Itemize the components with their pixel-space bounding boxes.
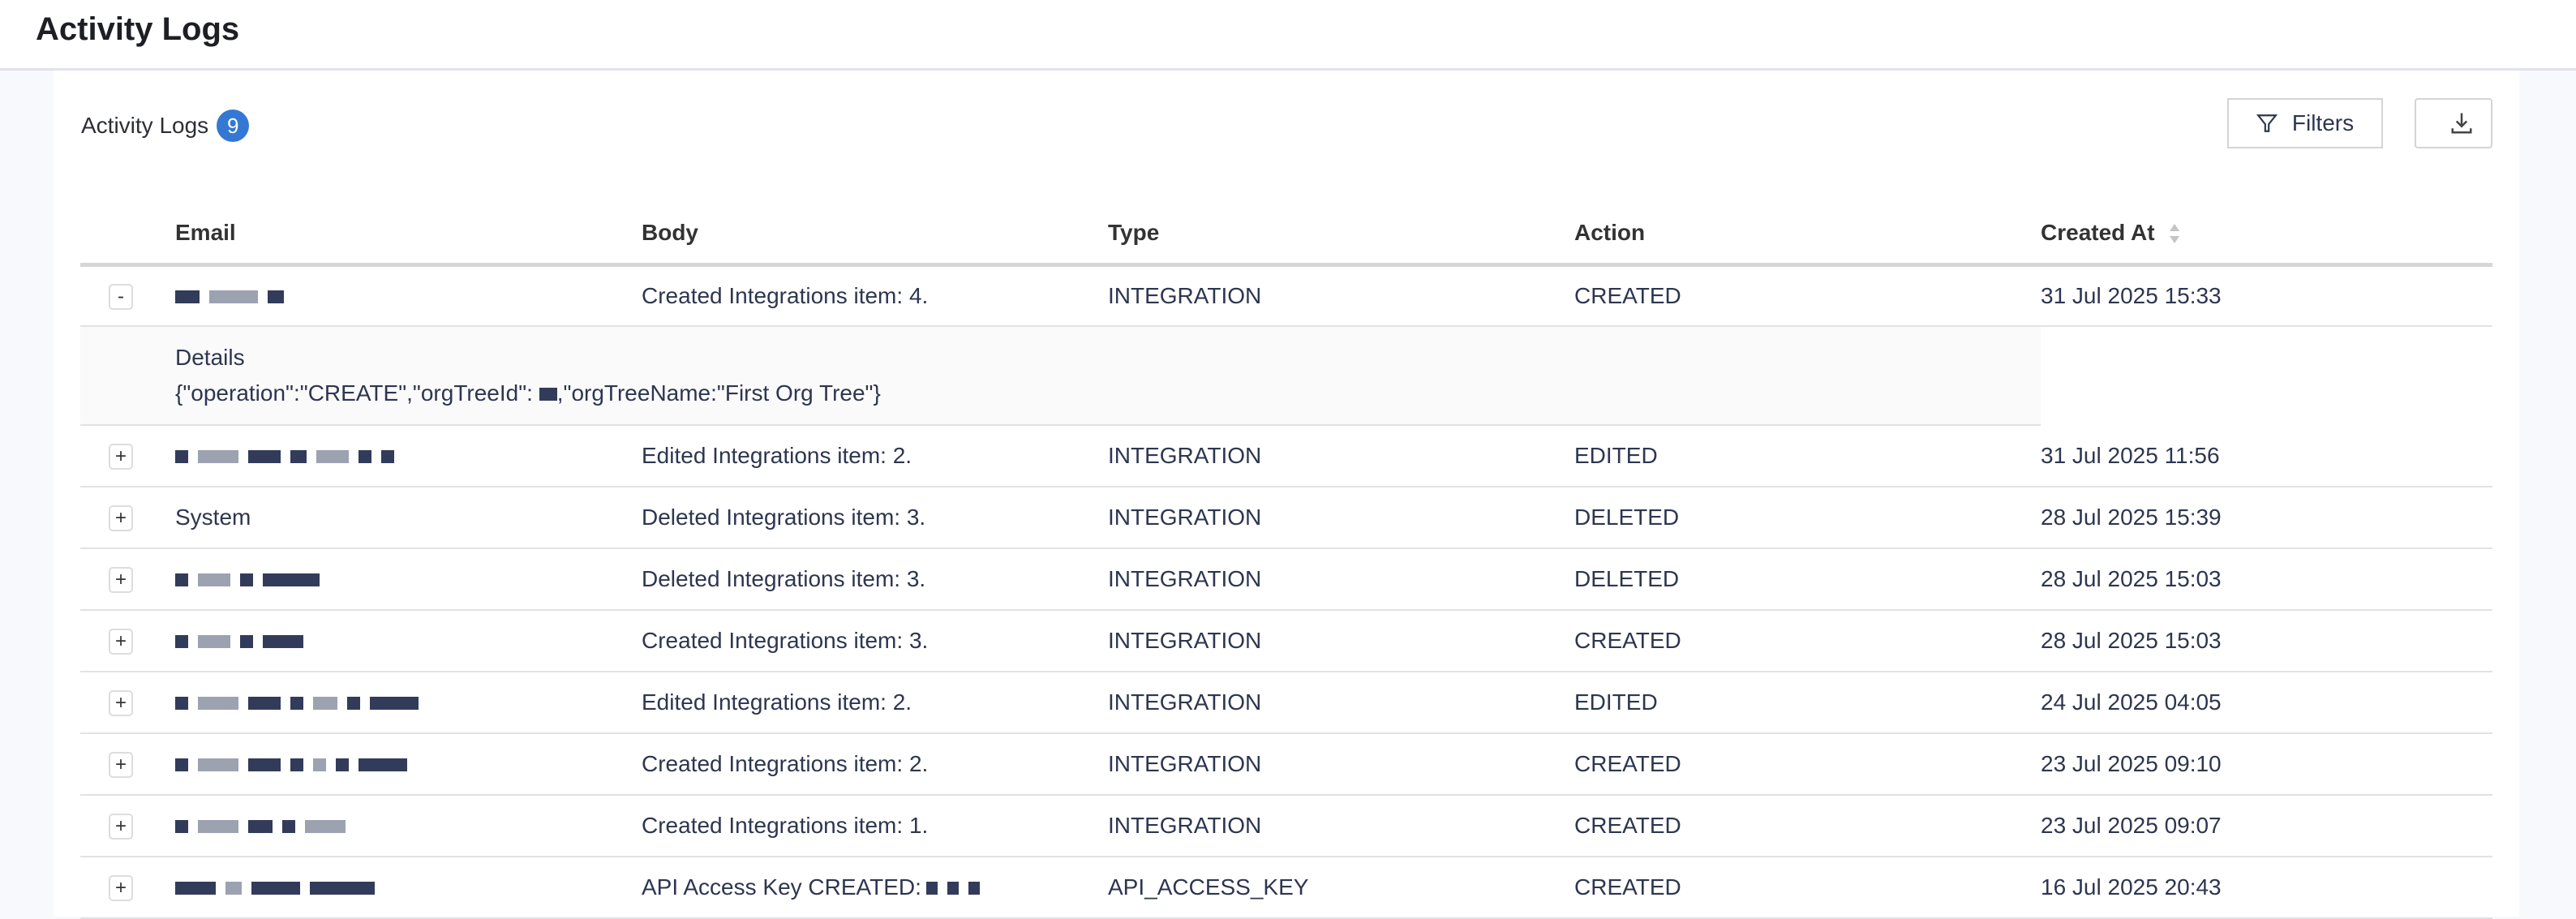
filters-label: Filters xyxy=(2291,110,2355,135)
expand-row-button[interactable]: + xyxy=(109,814,133,840)
body-text: Deleted Integrations item: 3. xyxy=(642,566,926,591)
email-text: System xyxy=(175,505,251,530)
created-at-cell: 28 Jul 2025 15:03 xyxy=(2041,548,2492,611)
table-row[interactable]: + Edited Integrations item: 2. INTEGRATI… xyxy=(80,425,2492,487)
table-row[interactable]: + Edited Integrations item: 2. INTEGRATI… xyxy=(80,672,2492,734)
redacted-email xyxy=(175,450,394,463)
section-title: Activity Logs 9 xyxy=(81,110,250,142)
type-cell: INTEGRATION xyxy=(1108,264,1574,327)
table-row[interactable]: - Created Integrations item: 4. INTEGRAT… xyxy=(80,264,2492,327)
type-cell: INTEGRATION xyxy=(1108,425,1574,487)
filters-button[interactable]: Filters xyxy=(2227,98,2383,148)
body-text: Edited Integrations item: 2. xyxy=(642,443,912,468)
count-badge: 9 xyxy=(217,110,250,142)
action-cell: CREATED xyxy=(1574,610,2041,672)
column-type: Type xyxy=(1108,203,1574,267)
type-cell: INTEGRATION xyxy=(1108,733,1574,796)
created-at-cell: 31 Jul 2025 11:56 xyxy=(2041,425,2492,487)
redacted-key xyxy=(925,882,980,895)
table-header-row: Email Body Type Action Created At xyxy=(80,203,2492,267)
sort-icon[interactable] xyxy=(2168,222,2181,245)
body-text: Created Integrations item: 2. xyxy=(642,751,929,776)
table-row[interactable]: + Created Integrations item: 1. INTEGRAT… xyxy=(80,795,2492,857)
action-cell: DELETED xyxy=(1574,487,2041,549)
collapse-row-button[interactable]: - xyxy=(109,283,133,310)
body-cell: Deleted Integrations item: 3. xyxy=(642,548,1108,611)
body-text: Created Integrations item: 1. xyxy=(642,813,929,838)
body-cell: API Access Key CREATED: xyxy=(642,857,1108,919)
created-at-cell: 28 Jul 2025 15:03 xyxy=(2041,610,2492,672)
redacted-email xyxy=(175,290,284,303)
expand-row-button[interactable]: + xyxy=(109,875,133,901)
expand-row-button[interactable]: + xyxy=(109,629,133,655)
body-cell: Created Integrations item: 4. xyxy=(642,264,1108,327)
action-cell: CREATED xyxy=(1574,857,2041,919)
redacted-email xyxy=(175,635,303,648)
column-created-at-label: Created At xyxy=(2041,219,2155,245)
column-email: Email xyxy=(175,203,642,267)
filter-icon xyxy=(2256,114,2278,132)
details-json-prefix: {"operation":"CREATE","orgTreeId": xyxy=(175,380,539,406)
body-text: Created Integrations item: 4. xyxy=(642,282,929,308)
expand-row-button[interactable]: + xyxy=(109,505,133,531)
redacted-email xyxy=(175,697,419,710)
expand-row-button[interactable]: + xyxy=(109,690,133,716)
redacted-email xyxy=(175,573,320,586)
created-at-cell: 31 Jul 2025 15:33 xyxy=(2041,264,2492,327)
column-body: Body xyxy=(642,203,1108,267)
body-cell: Created Integrations item: 1. xyxy=(642,795,1108,857)
column-created-at[interactable]: Created At xyxy=(2041,203,2492,267)
table-row[interactable]: + API Access Key CREATED: API_ACCESS_KEY… xyxy=(80,857,2492,919)
action-cell: EDITED xyxy=(1574,672,2041,734)
created-at-cell: 28 Jul 2025 15:39 xyxy=(2041,487,2492,549)
row-details: Details {"operation":"CREATE","orgTreeId"… xyxy=(80,326,2492,426)
created-at-cell: 24 Jul 2025 04:05 xyxy=(2041,672,2492,734)
download-icon xyxy=(2451,113,2472,134)
table-row[interactable]: + Created Integrations item: 3. INTEGRAT… xyxy=(80,610,2492,672)
body-cell: Edited Integrations item: 2. xyxy=(642,672,1108,734)
created-at-cell: 23 Jul 2025 09:07 xyxy=(2041,795,2492,857)
type-cell: INTEGRATION xyxy=(1108,795,1574,857)
section-title-text: Activity Logs xyxy=(81,113,209,138)
body-cell: Created Integrations item: 2. xyxy=(642,733,1108,796)
page-title: Activity Logs xyxy=(36,11,240,47)
expand-row-button[interactable]: + xyxy=(109,444,133,470)
details-label: Details xyxy=(175,345,245,370)
type-cell: INTEGRATION xyxy=(1108,548,1574,611)
redacted-email xyxy=(175,882,375,895)
type-cell: API_ACCESS_KEY xyxy=(1108,857,1574,919)
body-text: Deleted Integrations item: 3. xyxy=(642,505,926,530)
body-cell: Deleted Integrations item: 3. xyxy=(642,487,1108,549)
table-row[interactable]: + System Deleted Integrations item: 3. I… xyxy=(80,487,2492,549)
details-json-suffix: ,"orgTreeName:"First Org Tree"} xyxy=(556,380,881,406)
body-cell: Edited Integrations item: 2. xyxy=(642,425,1108,487)
table-row[interactable]: + Deleted Integrations item: 3. INTEGRAT… xyxy=(80,548,2492,611)
expand-row-button[interactable]: + xyxy=(109,752,133,778)
details-json: {"operation":"CREATE","orgTreeId": ,"org… xyxy=(175,376,2041,411)
action-cell: EDITED xyxy=(1574,425,2041,487)
redacted-id xyxy=(539,388,557,401)
type-cell: INTEGRATION xyxy=(1108,610,1574,672)
redacted-email xyxy=(175,758,407,771)
body-text: Created Integrations item: 3. xyxy=(642,628,929,653)
expand-row-button[interactable]: + xyxy=(109,567,133,593)
created-at-cell: 16 Jul 2025 20:43 xyxy=(2041,857,2492,919)
redacted-email xyxy=(175,820,346,833)
action-cell: CREATED xyxy=(1574,733,2041,796)
table-row[interactable]: + Created Integrations item: 2. INTEGRAT… xyxy=(80,733,2492,796)
page-header: Activity Logs xyxy=(0,0,2576,71)
column-action: Action xyxy=(1574,203,2041,267)
action-cell: DELETED xyxy=(1574,548,2041,611)
created-at-cell: 23 Jul 2025 09:10 xyxy=(2041,733,2492,796)
body-cell: Created Integrations item: 3. xyxy=(642,610,1108,672)
body-text: Edited Integrations item: 2. xyxy=(642,689,912,715)
download-button[interactable] xyxy=(2415,98,2492,148)
action-cell: CREATED xyxy=(1574,264,2041,327)
body-text: API Access Key CREATED: xyxy=(642,874,921,900)
action-cell: CREATED xyxy=(1574,795,2041,857)
activity-logs-table: Email Body Type Action Created At - Crea… xyxy=(80,203,2492,919)
type-cell: INTEGRATION xyxy=(1108,672,1574,734)
type-cell: INTEGRATION xyxy=(1108,487,1574,549)
activity-logs-card: Activity Logs 9 Filters Email Body Type … xyxy=(54,71,2519,919)
